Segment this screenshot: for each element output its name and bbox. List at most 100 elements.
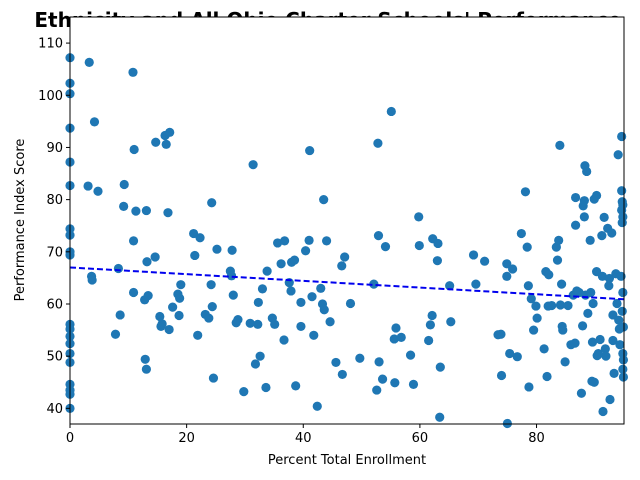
trendline-layer: [69, 266, 625, 301]
data-point: [142, 257, 152, 267]
data-point: [89, 117, 100, 127]
data-point: [325, 317, 335, 327]
data-point: [228, 290, 238, 300]
data-point: [115, 310, 125, 320]
data-point: [176, 280, 186, 290]
data-point: [570, 338, 580, 348]
data-point: [414, 240, 424, 251]
data-point: [168, 302, 178, 312]
data-point: [262, 266, 272, 276]
data-point: [386, 106, 396, 117]
data-point: [587, 337, 598, 347]
data-point: [496, 370, 507, 381]
data-point: [204, 313, 214, 323]
data-point: [319, 195, 329, 205]
data-point: [119, 201, 129, 212]
data-point: [208, 373, 219, 383]
data-point: [257, 284, 268, 294]
data-point: [316, 283, 326, 293]
data-point: [255, 351, 265, 361]
data-point: [239, 387, 249, 397]
data-point: [372, 385, 382, 395]
data-point: [529, 325, 539, 335]
data-point: [307, 292, 317, 302]
data-point: [558, 325, 568, 335]
data-point: [377, 374, 388, 384]
data-point: [128, 236, 139, 246]
data-point: [207, 198, 217, 208]
data-point: [435, 362, 445, 372]
data-point: [614, 315, 624, 325]
data-point: [150, 252, 160, 262]
data-point: [554, 235, 564, 245]
data-point: [618, 322, 629, 332]
data-point: [599, 212, 609, 222]
data-point: [552, 255, 563, 265]
data-point: [369, 279, 379, 289]
data-point: [141, 364, 151, 374]
data-point: [331, 357, 341, 368]
data-point: [617, 131, 627, 142]
data-point: [542, 371, 552, 382]
data-point: [618, 287, 628, 298]
y-axis-label: Performance Index Score: [13, 139, 28, 302]
data-point: [522, 242, 532, 252]
data-point: [161, 139, 171, 149]
data-point: [337, 369, 347, 380]
data-point: [206, 280, 216, 290]
data-point: [305, 145, 315, 156]
data-point: [174, 310, 184, 321]
data-point: [502, 271, 512, 281]
data-point: [563, 300, 573, 311]
data-point: [131, 206, 141, 216]
data-point: [516, 228, 526, 239]
data-point: [579, 196, 589, 206]
data-point: [84, 57, 94, 67]
plot-frame: [69, 16, 625, 425]
data-point: [604, 281, 614, 291]
data-point: [319, 305, 329, 315]
data-point: [424, 335, 434, 346]
data-point: [270, 319, 280, 329]
data-point: [531, 301, 541, 311]
data-point: [87, 275, 97, 285]
data-point: [512, 352, 522, 362]
data-point: [616, 271, 626, 281]
data-point: [374, 357, 384, 367]
data-point: [604, 273, 615, 284]
y-tick-label: 100: [38, 89, 63, 104]
data-point: [250, 359, 261, 369]
data-point: [212, 244, 222, 254]
data-point: [296, 297, 306, 308]
data-point: [291, 381, 301, 391]
trendline: [69, 266, 625, 301]
data-point: [279, 335, 289, 345]
data-point: [520, 187, 531, 197]
data-point: [502, 418, 512, 429]
data-point: [547, 300, 557, 311]
data-point: [557, 279, 567, 289]
data-point: [157, 319, 167, 329]
y-tick-label: 50: [46, 350, 63, 365]
data-point: [119, 179, 129, 190]
data-point: [591, 190, 602, 201]
y-tick-label: 110: [38, 37, 63, 52]
x-tick-label: 0: [66, 431, 74, 446]
data-point: [405, 350, 416, 360]
data-point: [605, 394, 615, 405]
data-point: [355, 353, 365, 363]
data-point: [570, 220, 581, 230]
data-point: [446, 317, 456, 327]
data-point: [560, 357, 570, 367]
data-point: [613, 150, 623, 160]
data-point: [539, 344, 549, 354]
data-point: [337, 261, 347, 271]
data-point: [612, 298, 622, 309]
data-point: [586, 287, 596, 298]
data-point: [597, 271, 608, 281]
data-point: [380, 241, 391, 252]
data-point: [190, 250, 200, 261]
data-point: [300, 246, 311, 256]
points-layer: [65, 53, 629, 429]
